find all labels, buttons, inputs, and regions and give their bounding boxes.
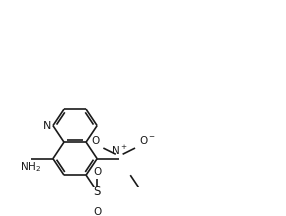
Text: O: O bbox=[93, 167, 101, 177]
Text: S: S bbox=[94, 185, 101, 198]
Text: NH$_2$: NH$_2$ bbox=[20, 160, 41, 174]
Text: N$^+$: N$^+$ bbox=[111, 144, 128, 157]
Text: O: O bbox=[93, 207, 101, 216]
Text: O: O bbox=[92, 136, 100, 146]
Text: N: N bbox=[43, 121, 51, 131]
Text: O$^-$: O$^-$ bbox=[139, 134, 156, 146]
